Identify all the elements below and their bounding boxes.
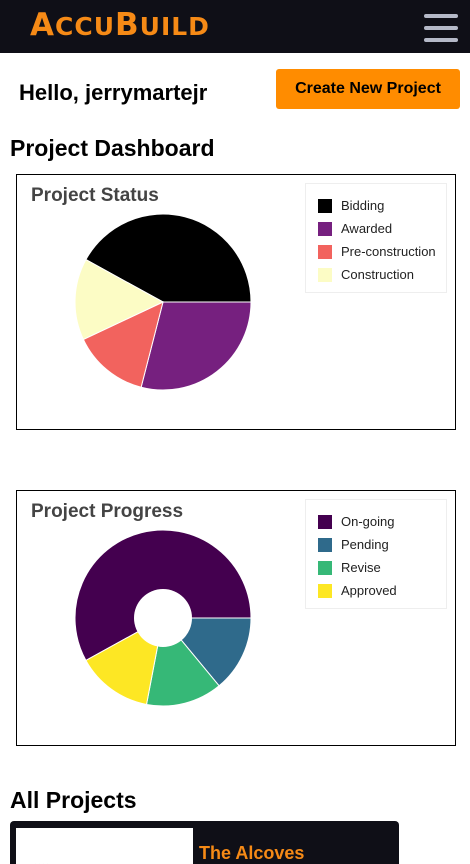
project-name[interactable]: The Alcoves (199, 843, 305, 863)
logo-letter-a: A (30, 7, 55, 43)
status-legend-item[interactable]: Construction (318, 263, 446, 286)
dashboard-title: Project Dashboard (10, 135, 215, 161)
status-legend-label: Bidding (341, 198, 385, 213)
status-slice-bidding[interactable] (85, 213, 252, 303)
project-card[interactable]: ✕✕ The Alcoves (10, 821, 399, 864)
thumbnail-logo-icon: ✕✕ (34, 862, 49, 864)
all-projects-title: All Projects (10, 787, 137, 813)
status-pie-chart (74, 213, 252, 391)
status-legend: Bidding Awarded Pre-construction Constructi… (305, 183, 447, 293)
project-thumbnail[interactable]: ✕✕ (16, 828, 193, 864)
status-slice-construction[interactable] (74, 258, 165, 341)
status-legend-item[interactable]: Pre-construction (318, 240, 446, 263)
status-legend-swatch (318, 221, 332, 236)
menu-bar (424, 26, 458, 30)
logo-text-uild: UILD (139, 12, 210, 41)
top-navbar: ACCUBUILD (0, 0, 470, 53)
progress-legend-item[interactable]: Pending (318, 533, 446, 556)
status-legend-label: Pre-construction (341, 244, 436, 259)
status-legend-swatch (318, 267, 332, 282)
status-legend-swatch (318, 244, 332, 259)
progress-donut-hole (134, 589, 192, 647)
progress-legend-label: Pending (341, 537, 389, 552)
status-legend-item[interactable]: Awarded (318, 217, 446, 240)
progress-donut-chart (74, 529, 252, 707)
status-legend-item[interactable]: Bidding (318, 194, 446, 217)
status-legend-swatch (318, 198, 332, 213)
status-slice-awarded[interactable] (140, 301, 252, 391)
progress-legend-item[interactable]: On-going (318, 510, 446, 533)
hamburger-icon[interactable] (424, 14, 458, 44)
progress-legend-item[interactable]: Approved (318, 579, 446, 602)
progress-legend-label: Approved (341, 583, 397, 598)
progress-legend-label: Revise (341, 560, 381, 575)
status-chart-card: Project Status Bidding Awarded Pre-constru… (16, 174, 456, 430)
progress-legend-swatch (318, 537, 332, 552)
progress-legend-swatch (318, 560, 332, 575)
logo-text-ccu: CCU (55, 12, 115, 41)
status-legend-label: Awarded (341, 221, 393, 236)
logo-letter-b: B (115, 7, 140, 43)
create-new-project-button[interactable]: Create New Project (276, 69, 460, 109)
accubuild-logo[interactable]: ACCUBUILD (30, 8, 210, 44)
progress-legend: On-going Pending Revise Approved (305, 499, 447, 609)
status-chart-title: Project Status (31, 185, 159, 206)
progress-legend-swatch (318, 514, 332, 529)
progress-legend-label: On-going (341, 514, 395, 529)
progress-chart-card: Project Progress On-going Pending Revise Ap… (16, 490, 456, 746)
progress-legend-swatch (318, 583, 332, 598)
progress-chart-title: Project Progress (31, 501, 184, 522)
menu-bar (424, 14, 458, 18)
menu-bar (424, 38, 458, 42)
progress-legend-item[interactable]: Revise (318, 556, 446, 579)
status-legend-label: Construction (341, 267, 414, 282)
greeting-text: Hello, jerrymartejr (19, 80, 208, 105)
status-slice-pre-construction[interactable] (82, 301, 164, 388)
